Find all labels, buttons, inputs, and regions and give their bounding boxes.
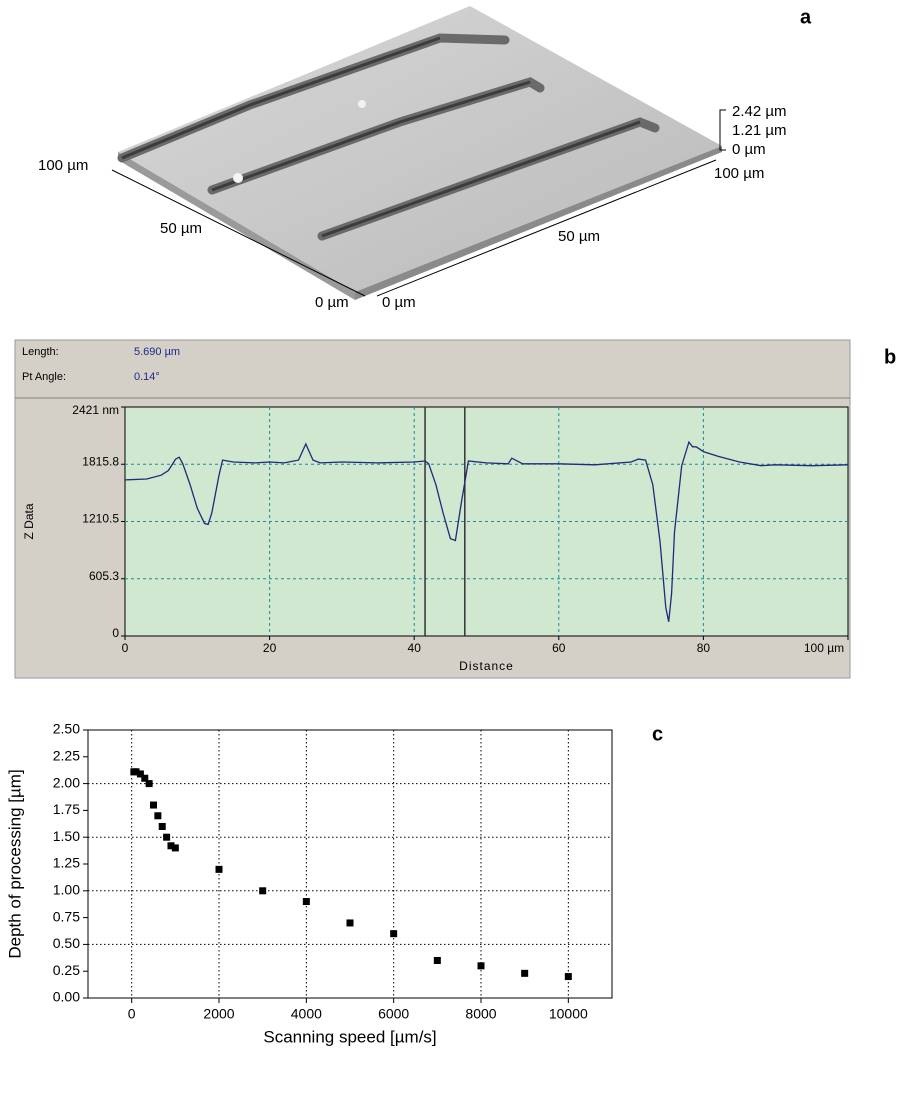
plot-frame xyxy=(87,729,613,999)
z-axis-label: 0 µm xyxy=(732,141,766,158)
y-tick-label: 2.50 xyxy=(53,721,80,737)
point xyxy=(150,801,157,809)
point xyxy=(132,768,140,776)
point xyxy=(141,774,149,782)
point xyxy=(215,865,223,873)
y-tick-label: 605.3 xyxy=(89,569,119,583)
y-tick-label: 1.50 xyxy=(53,828,80,844)
y-tick-label: 2421 nm xyxy=(72,403,119,417)
x-tick-label: 10000 xyxy=(549,1006,588,1022)
point xyxy=(136,770,144,778)
point xyxy=(302,898,310,906)
x-tick-label: 80 xyxy=(697,641,711,655)
point xyxy=(145,780,153,788)
panel-label: c xyxy=(652,723,663,745)
x-tick-label: 6000 xyxy=(378,1006,409,1022)
axis-label: 0 µm xyxy=(315,294,349,311)
z-axis-label: 2.42 µm xyxy=(732,103,787,120)
axis-label: 100 µm xyxy=(714,165,764,182)
axis-label: 50 µm xyxy=(558,228,600,245)
point xyxy=(171,844,179,852)
x-tick-label: 8000 xyxy=(465,1006,496,1022)
y-tick-label: 1815.8 xyxy=(82,454,119,468)
y-axis-title: Z Data xyxy=(22,503,36,539)
x-tick-label: 2000 xyxy=(203,1006,234,1022)
point xyxy=(390,930,398,938)
y-tick-label: 0.00 xyxy=(53,989,80,1005)
x-tick-label: 0 xyxy=(128,1006,136,1022)
info-value: 0.14° xyxy=(134,371,160,383)
x-tick-label: 20 xyxy=(263,641,277,655)
panel-label: a xyxy=(800,6,812,28)
y-tick-label: 0 xyxy=(112,626,119,640)
profile-line xyxy=(124,440,849,622)
point xyxy=(154,812,162,820)
y-tick-label: 1.75 xyxy=(53,801,80,817)
point xyxy=(346,919,354,927)
point xyxy=(521,969,529,977)
y-tick-label: 0.50 xyxy=(53,935,80,951)
info-value: 5.690 µm xyxy=(134,346,180,358)
y-tick-label: 1.00 xyxy=(53,882,80,898)
x-tick-label: 40 xyxy=(408,641,422,655)
axis-label: 0 µm xyxy=(382,294,416,311)
x-axis-title: Distance xyxy=(459,659,514,673)
y-tick-label: 2.00 xyxy=(53,774,80,790)
y-tick-label: 0.75 xyxy=(53,908,80,924)
y-tick-label: 0.25 xyxy=(53,962,80,978)
surface-image xyxy=(117,6,722,300)
x-tick-label: 4000 xyxy=(291,1006,322,1022)
y-tick-label: 2.25 xyxy=(53,748,80,764)
point xyxy=(477,962,485,970)
point xyxy=(167,842,175,850)
point xyxy=(433,956,441,964)
info-name: Pt Angle: xyxy=(22,371,66,383)
y-tick-label: 1.25 xyxy=(53,855,80,871)
z-axis-label: 1.21 µm xyxy=(732,122,787,139)
point xyxy=(158,822,166,830)
axis-label: 50 µm xyxy=(160,220,202,237)
point xyxy=(259,887,267,895)
axis-label: 100 µm xyxy=(38,157,88,174)
x-tick-label: 100 µm xyxy=(804,641,844,655)
point xyxy=(163,833,171,841)
y-tick-label: 1210.5 xyxy=(82,512,119,526)
x-tick-label: 0 xyxy=(122,641,129,655)
info-name: Length: xyxy=(22,346,59,358)
x-tick-label: 60 xyxy=(552,641,566,655)
panel-label: b xyxy=(884,346,896,368)
y-axis-title: Depth of processing [µm] xyxy=(5,769,24,958)
x-axis-title: Scanning speed [µm/s] xyxy=(263,1027,436,1046)
axis-lines xyxy=(111,109,726,297)
point xyxy=(564,973,572,981)
